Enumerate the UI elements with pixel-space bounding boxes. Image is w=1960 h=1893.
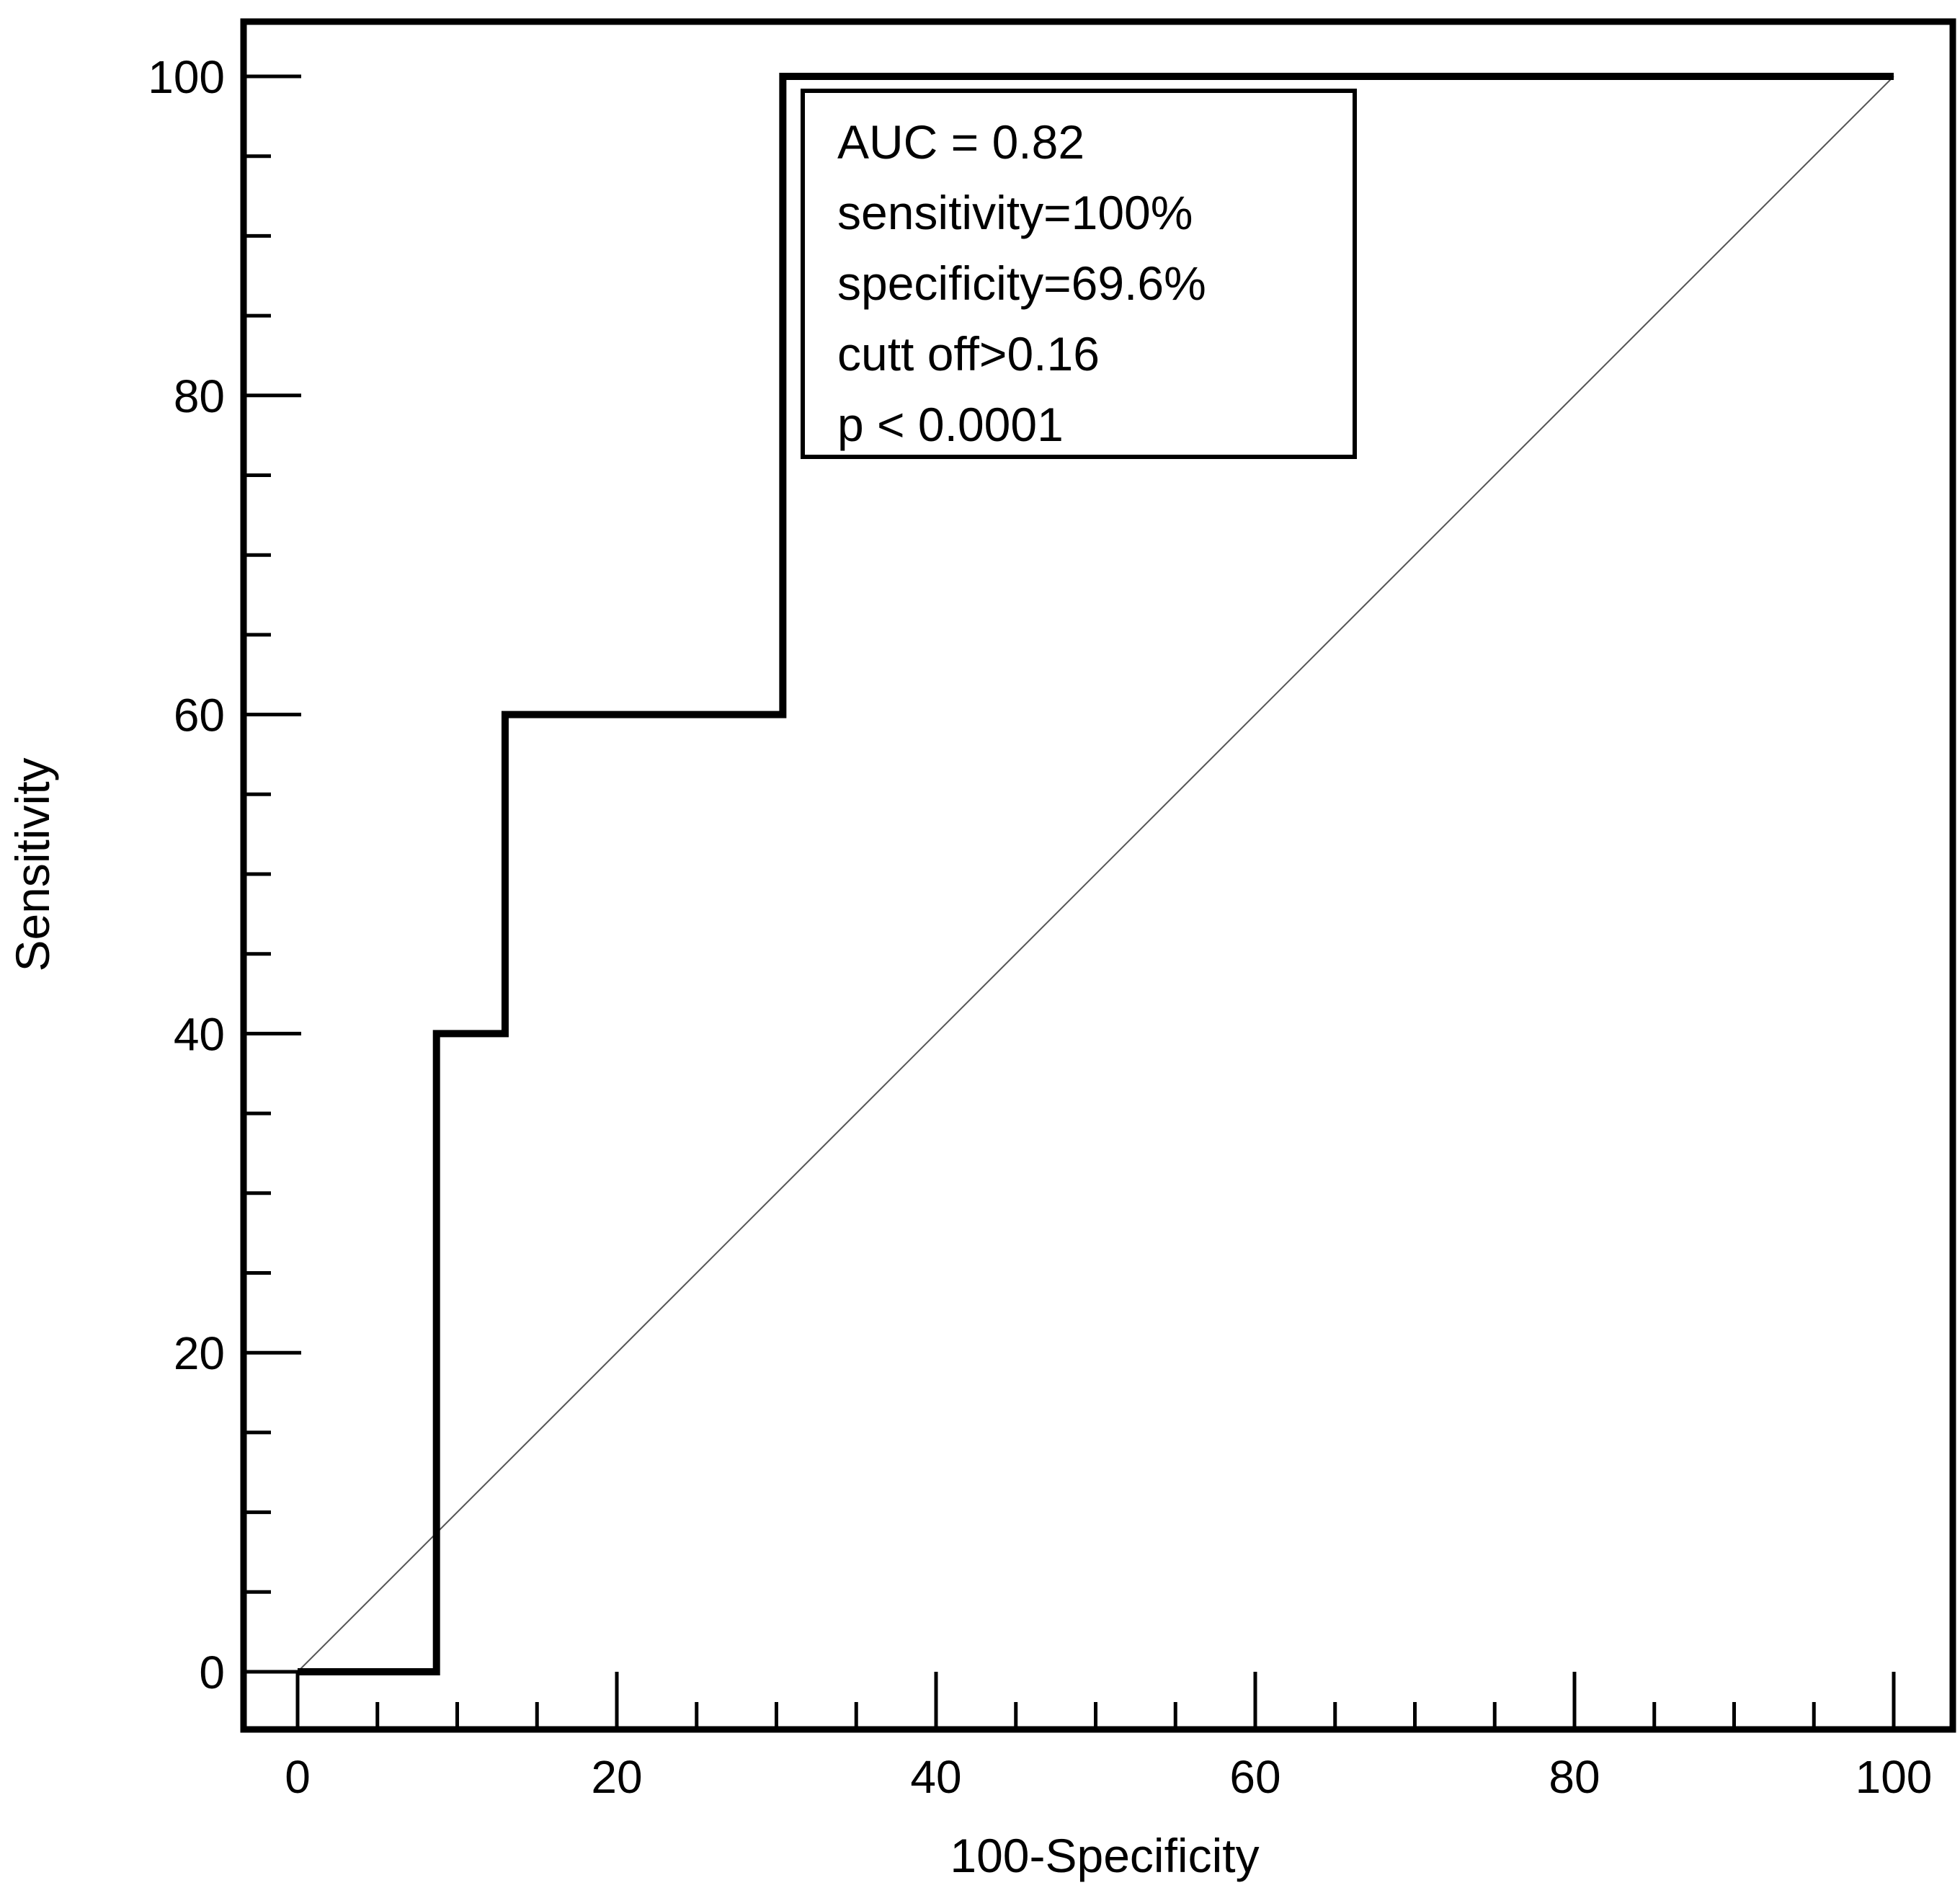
x-tick-label: 80: [1549, 1751, 1600, 1803]
annotation-box: AUC = 0.82 sensitivity=100% specificity=…: [801, 89, 1357, 459]
annotation-cutoff: cutt off>0.16: [837, 327, 1100, 380]
y-axis-title: Sensitivity: [6, 757, 59, 971]
reference-diagonal-line: [297, 76, 1894, 1672]
axis-ticks: 0 20 40 60 80 100 0 20 40 60 80 100: [148, 51, 1932, 1803]
x-tick-label: 60: [1229, 1751, 1280, 1803]
roc-curve-layer: [298, 73, 1894, 1675]
annotation-p-value: p < 0.0001: [837, 398, 1064, 451]
annotation-sensitivity: sensitivity=100%: [837, 186, 1193, 239]
x-tick-label: 100: [1856, 1751, 1933, 1803]
annotation-frame: [801, 89, 1357, 459]
y-tick-label: 40: [174, 1008, 225, 1060]
reference-diagonal-layer: [297, 76, 1894, 1672]
annotation-auc: AUC = 0.82: [837, 115, 1084, 169]
x-tick-label: 20: [591, 1751, 642, 1803]
x-tick-label: 40: [910, 1751, 961, 1803]
roc-curve-line: [298, 73, 1894, 1675]
x-tick-label: 0: [285, 1751, 311, 1803]
y-tick-label: 80: [174, 370, 225, 422]
x-axis-title: 100-Specificity: [950, 1829, 1259, 1882]
y-tick-label: 60: [174, 690, 225, 741]
y-tick-label: 100: [148, 51, 225, 103]
y-tick-label: 20: [174, 1327, 225, 1379]
annotation-specificity: specificity=69.6%: [837, 257, 1206, 310]
y-tick-label: 0: [199, 1647, 225, 1698]
